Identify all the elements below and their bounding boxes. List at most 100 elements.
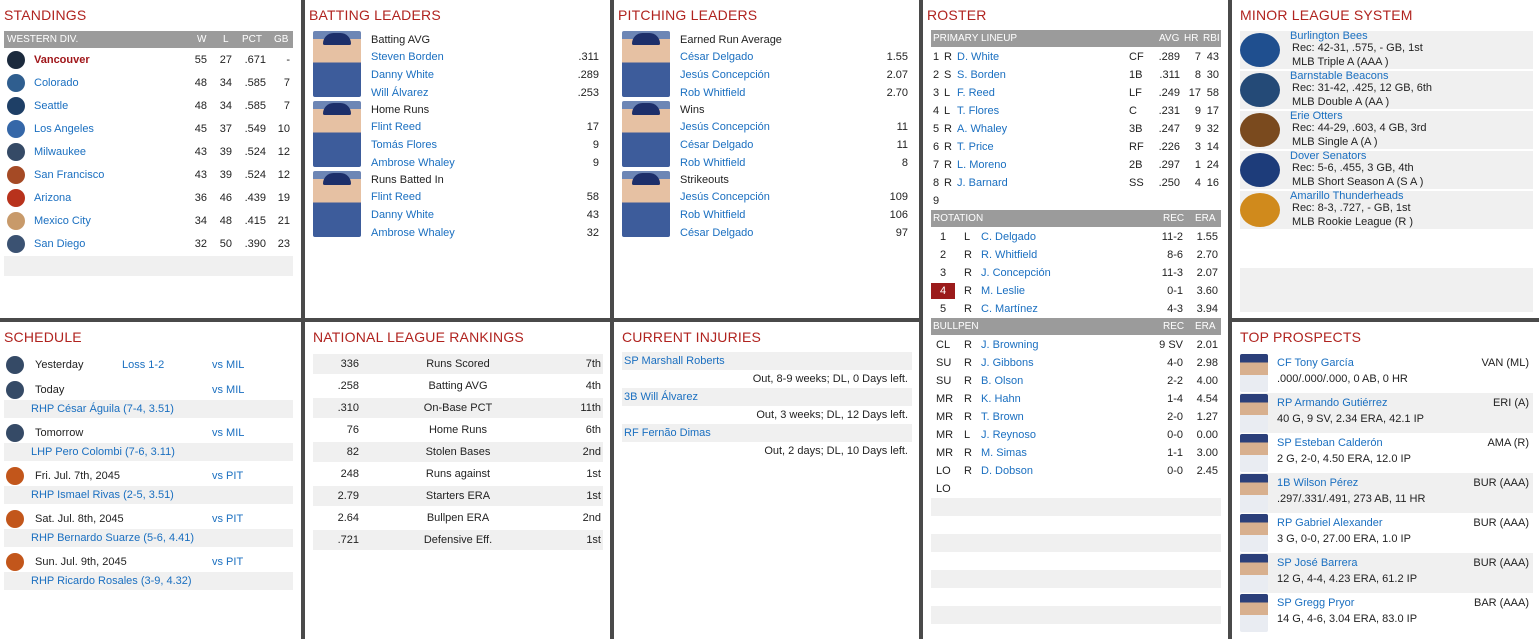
probable-starter-row[interactable]: RHP Bernardo Suarze (5-6, 4.41) <box>4 529 293 547</box>
probable-starter-row[interactable]: RHP César Águila (7-4, 3.51) <box>4 400 293 418</box>
pitcher-link[interactable]: C. Delgado <box>981 231 1037 243</box>
minor-team-row[interactable]: Burlington Bees Rec: 42-31, .575, - GB, 1… <box>1240 30 1533 69</box>
lineup-row[interactable]: 7 R L. Moreno 2B .297 1 24 <box>931 156 1221 174</box>
schedule-game-row[interactable]: Fri. Jul. 7th, 2045 vs PIT <box>4 465 293 487</box>
standings-row[interactable]: Mexico City 34 48 .415 21 <box>4 210 293 232</box>
leader-player-link[interactable]: Rob Whitfield <box>680 87 746 99</box>
probable-starter-link[interactable]: RHP Ricardo Rosales (3-9, 4.32) <box>31 575 192 587</box>
bullpen-row[interactable]: LO <box>931 480 1221 498</box>
leader-player-link[interactable]: César Delgado <box>680 51 754 63</box>
lineup-row[interactable]: 3 L F. Reed LF .249 17 58 <box>931 84 1221 102</box>
lineup-row[interactable]: 9 <box>931 192 1221 210</box>
team-name[interactable]: Colorado <box>34 77 79 89</box>
team-name[interactable]: Mexico City <box>34 215 91 227</box>
player-link[interactable]: S. Borden <box>957 69 1006 81</box>
bullpen-row[interactable]: MR L J. Reynoso 0-0 0.00 <box>931 426 1221 444</box>
rotation-row[interactable]: 1 L C. Delgado 11-2 1.55 <box>931 228 1221 246</box>
minor-team-row[interactable]: Amarillo Thunderheads Rec: 8-3, .727, - G… <box>1240 190 1533 229</box>
bullpen-row[interactable]: LO R D. Dobson 0-0 2.45 <box>931 462 1221 480</box>
opponent-link[interactable]: vs MIL <box>212 427 245 439</box>
probable-starter-row[interactable]: RHP Ricardo Rosales (3-9, 4.32) <box>4 572 293 590</box>
player-photo[interactable] <box>313 101 361 167</box>
lineup-row[interactable]: 4 L T. Flores C .231 9 17 <box>931 102 1221 120</box>
pitcher-link[interactable]: C. Martínez <box>981 303 1038 315</box>
pitcher-link[interactable]: J. Reynoso <box>981 429 1037 441</box>
standings-row[interactable]: Arizona 36 46 .439 19 <box>4 187 293 209</box>
standings-row[interactable]: San Francisco 43 39 .524 12 <box>4 164 293 186</box>
minor-team-link[interactable]: Dover Senators <box>1290 150 1367 162</box>
player-photo[interactable] <box>622 31 670 97</box>
leader-player-link[interactable]: Jesús Concepción <box>680 191 770 203</box>
probable-starter-row[interactable]: LHP Pero Colombi (7-6, 3.11) <box>4 443 293 461</box>
standings-row[interactable]: Colorado 48 34 .585 7 <box>4 72 293 94</box>
leader-player-link[interactable]: Danny White <box>371 69 434 81</box>
leader-player-link[interactable]: Jesús Concepción <box>680 121 770 133</box>
prospect-link[interactable]: CF Tony García <box>1277 357 1354 369</box>
bullpen-row[interactable]: SU R J. Gibbons 4-0 2.98 <box>931 354 1221 372</box>
team-name[interactable]: Seattle <box>34 100 69 112</box>
game-result-link[interactable]: Loss 1-2 <box>122 359 165 371</box>
player-photo[interactable] <box>622 101 670 167</box>
prospect-row[interactable]: RP Gabriel Alexander BUR (AAA) 3 G, 0-0, 2… <box>1240 513 1533 553</box>
schedule-game-row[interactable]: Sun. Jul. 9th, 2045 vs PIT <box>4 551 293 573</box>
pitcher-link[interactable]: M. Simas <box>981 447 1027 459</box>
leader-player-link[interactable]: Tomás Flores <box>371 139 438 151</box>
leader-player-link[interactable]: Jesús Concepción <box>680 69 770 81</box>
pitcher-link[interactable]: M. Leslie <box>981 285 1026 297</box>
prospect-row[interactable]: 1B Wilson Pérez BUR (AAA) .297/.331/.491, … <box>1240 473 1533 513</box>
leader-player-link[interactable]: Rob Whitfield <box>680 157 746 169</box>
bullpen-row[interactable]: MR R K. Hahn 1-4 4.54 <box>931 390 1221 408</box>
rotation-row[interactable]: 4 R M. Leslie 0-1 3.60 <box>931 282 1221 300</box>
opponent-link[interactable]: vs MIL <box>212 384 245 396</box>
leader-player-link[interactable]: César Delgado <box>680 227 754 239</box>
injured-player-link[interactable]: 3B Will Álvarez <box>624 391 698 403</box>
bullpen-row[interactable]: MR R M. Simas 1-1 3.00 <box>931 444 1221 462</box>
injured-player-link[interactable]: RF Fernão Dimas <box>624 427 711 439</box>
lineup-row[interactable]: 5 R A. Whaley 3B .247 9 32 <box>931 120 1221 138</box>
standings-row[interactable]: Milwaukee 43 39 .524 12 <box>4 141 293 163</box>
pitcher-link[interactable]: J. Concepción <box>981 267 1051 279</box>
prospect-link[interactable]: RP Armando Gutiérrez <box>1277 397 1388 409</box>
probable-starter-link[interactable]: RHP César Águila (7-4, 3.51) <box>31 403 174 415</box>
bullpen-row[interactable]: CL R J. Browning 9 SV 2.01 <box>931 336 1221 354</box>
player-photo[interactable] <box>313 171 361 237</box>
player-link[interactable]: L. Moreno <box>957 159 1007 171</box>
player-photo[interactable] <box>313 31 361 97</box>
pitcher-link[interactable]: D. Dobson <box>981 465 1033 477</box>
prospect-link[interactable]: SP Esteban Calderón <box>1277 437 1383 449</box>
schedule-game-row[interactable]: Today vs MIL <box>4 379 293 401</box>
probable-starter-link[interactable]: LHP Pero Colombi (7-6, 3.11) <box>31 446 175 458</box>
pitcher-link[interactable]: J. Gibbons <box>981 357 1034 369</box>
player-link[interactable]: A. Whaley <box>957 123 1008 135</box>
rotation-row[interactable]: 3 R J. Concepción 11-3 2.07 <box>931 264 1221 282</box>
pitcher-link[interactable]: K. Hahn <box>981 393 1021 405</box>
pitcher-link[interactable]: J. Browning <box>981 339 1039 351</box>
team-name[interactable]: Los Angeles <box>34 123 94 135</box>
prospect-link[interactable]: SP José Barrera <box>1277 557 1358 569</box>
injury-name-row[interactable]: SP Marshall Roberts <box>622 352 912 370</box>
prospect-row[interactable]: SP Esteban Calderón AMA (R) 2 G, 2-0, 4.50… <box>1240 433 1533 473</box>
bullpen-row[interactable]: SU R B. Olson 2-2 4.00 <box>931 372 1221 390</box>
schedule-game-row[interactable]: Sat. Jul. 8th, 2045 vs PIT <box>4 508 293 530</box>
leader-player-link[interactable]: Flint Reed <box>371 191 422 203</box>
prospect-link[interactable]: 1B Wilson Pérez <box>1277 477 1359 489</box>
minor-team-link[interactable]: Barnstable Beacons <box>1290 70 1389 82</box>
leader-player-link[interactable]: Danny White <box>371 209 434 221</box>
standings-row[interactable]: Los Angeles 45 37 .549 10 <box>4 118 293 140</box>
lineup-row[interactable]: 2 S S. Borden 1B .311 8 30 <box>931 66 1221 84</box>
injured-player-link[interactable]: SP Marshall Roberts <box>624 355 725 367</box>
team-name[interactable]: Milwaukee <box>34 146 86 158</box>
injury-name-row[interactable]: RF Fernão Dimas <box>622 424 912 442</box>
player-link[interactable]: J. Barnard <box>957 177 1008 189</box>
opponent-link[interactable]: vs PIT <box>212 556 244 568</box>
leader-player-link[interactable]: Ambrose Whaley <box>371 227 455 239</box>
opponent-link[interactable]: vs MIL <box>212 359 245 371</box>
minor-team-row[interactable]: Dover Senators Rec: 5-6, .455, 3 GB, 4th M… <box>1240 150 1533 189</box>
leader-player-link[interactable]: Ambrose Whaley <box>371 157 455 169</box>
player-link[interactable]: T. Flores <box>957 105 1000 117</box>
schedule-game-row[interactable]: Yesterday Loss 1-2 vs MIL <box>4 354 293 376</box>
opponent-link[interactable]: vs PIT <box>212 513 244 525</box>
injury-name-row[interactable]: 3B Will Álvarez <box>622 388 912 406</box>
lineup-row[interactable]: 1 R D. White CF .289 7 43 <box>931 48 1221 66</box>
minor-team-row[interactable]: Erie Otters Rec: 44-29, .603, 4 GB, 3rd ML… <box>1240 110 1533 149</box>
